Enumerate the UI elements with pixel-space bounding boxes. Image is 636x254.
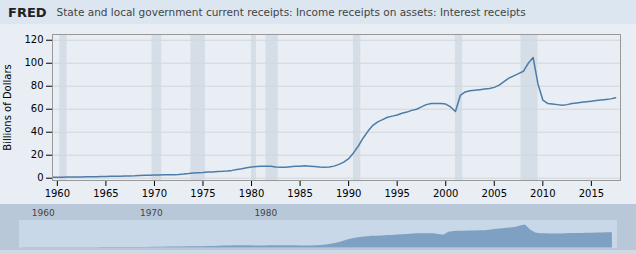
svg-text:80: 80 [31,80,44,91]
svg-text:2005: 2005 [482,188,507,199]
svg-text:40: 40 [31,126,44,137]
svg-text:1975: 1975 [190,188,215,199]
svg-text:1990: 1990 [336,188,361,199]
html-text:FRED: FRED [8,4,47,20]
svg-text:1985: 1985 [287,188,312,199]
svg-text:0: 0 [37,172,43,183]
html-text:1960: 1960 [31,208,55,218]
svg-text:2000: 2000 [433,188,458,199]
svg-text:1980: 1980 [239,188,264,199]
svg-text:Billions of Dollars: Billions of Dollars [2,64,13,150]
svg-text:120: 120 [24,34,43,45]
svg-text:1965: 1965 [93,188,118,199]
html-text:1970: 1970 [139,208,163,218]
svg-text:60: 60 [31,103,44,114]
svg-text:1960: 1960 [45,188,70,199]
svg-text:1970: 1970 [142,188,167,199]
svg-text:2015: 2015 [579,188,604,199]
html-text:1980: 1980 [254,208,278,218]
svg-text:20: 20 [31,149,44,160]
svg-text:100: 100 [24,57,43,68]
html-text:State and local government cur: State and local government current recei… [56,6,526,18]
svg-text:2010: 2010 [530,188,555,199]
svg-text:1995: 1995 [384,188,409,199]
